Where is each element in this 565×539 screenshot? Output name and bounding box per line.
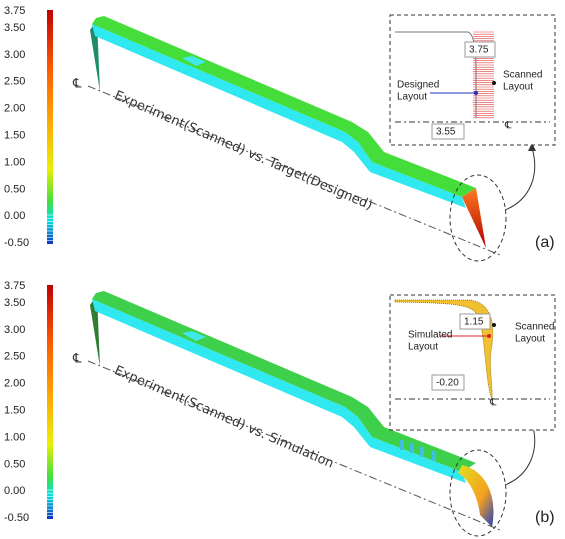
inset-top-value: 1.15 [464, 317, 484, 328]
colorbar-tick-label: 3.75 [4, 5, 25, 17]
colorbar-tick-label: 3.00 [4, 49, 25, 61]
colorbar-tick-label: 3.50 [4, 297, 25, 309]
inset-top-value: 3.75 [469, 45, 489, 56]
colorbar [47, 10, 53, 244]
point [492, 323, 496, 327]
panel: 3.75 3.50 3.00 2.50 2.00 1.50 1.00 0.50 0.00 -0.5… [4, 5, 555, 261]
inset-left-label: Designed [397, 80, 439, 91]
colorbar-tick-label: 3.75 [4, 280, 25, 292]
beam-stripe [420, 447, 424, 457]
beam-end [462, 188, 486, 248]
panel-label: (a) [535, 234, 555, 251]
inset-centerline: ℄ [504, 121, 512, 132]
beam-stripe [432, 451, 436, 461]
colorbar-tick-label: 1.50 [4, 405, 25, 417]
panel-label: (b) [535, 509, 555, 526]
inset-bottom-value: 3.55 [436, 127, 456, 138]
colorbar-tick-label: 0.00 [4, 485, 25, 497]
inset-right-label: Scanned [515, 322, 554, 333]
colorbar-tick-label: 2.50 [4, 351, 25, 363]
colorbar [47, 285, 53, 519]
inset-left-label: Layout [408, 342, 438, 353]
colorbar-tick-label: 2.50 [4, 76, 25, 88]
inset-right-label: Layout [515, 334, 545, 345]
colorbar-tick-label: 1.00 [4, 431, 25, 443]
centerline-symbol: ℄ [72, 352, 82, 367]
inset-left-label: Simulated [408, 330, 452, 341]
beam-end [458, 465, 493, 527]
inset-left-label: Layout [397, 92, 427, 103]
colorbar-tick-label: 3.50 [4, 22, 25, 34]
colorbar-tick-label: -0.50 [4, 237, 29, 249]
inset-bottom-value: -0.20 [436, 378, 459, 389]
colorbar-tick-label: 2.00 [4, 378, 25, 390]
point [492, 81, 496, 85]
inset-right-label: Layout [503, 82, 533, 93]
colorbar-tick-label: 1.00 [4, 156, 25, 168]
colorbar-tick-label: -0.50 [4, 512, 29, 524]
colorbar-tick-label: 1.50 [4, 130, 25, 142]
inset-right-label: Scanned [503, 70, 542, 81]
figure: 3.75 3.50 3.00 2.50 2.00 1.50 1.00 0.50 0.00 -0.5… [0, 0, 565, 539]
inset-centerline: ℄ [489, 398, 497, 409]
callout-arrow [505, 423, 535, 485]
colorbar-tick-label: 2.00 [4, 103, 25, 115]
centerline-symbol: ℄ [72, 77, 82, 92]
colorbar-tick-label: 0.50 [4, 458, 25, 470]
colorbar-tick-label: 3.00 [4, 324, 25, 336]
panel: 3.75 3.50 3.00 2.50 2.00 1.50 1.00 0.50 0.00 -0.5… [4, 280, 555, 536]
callout-arrow [505, 148, 535, 210]
colorbar-tick-label: 0.00 [4, 210, 25, 222]
colorbar-tick-label: 0.50 [4, 183, 25, 195]
beam-stripe [410, 443, 414, 453]
panel-title: Experiment(Scanned) vs. Target(Designed) [112, 88, 375, 213]
beam-stripe [400, 440, 404, 450]
